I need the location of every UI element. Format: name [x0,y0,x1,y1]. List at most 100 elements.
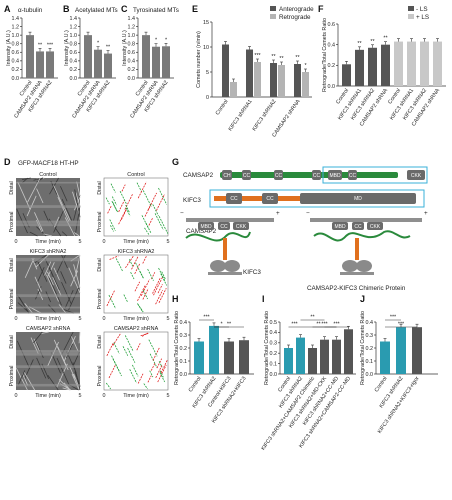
panel-letter-i: I [262,294,265,304]
retrograde-trace [125,255,134,269]
anterograde-trace [158,361,163,368]
anterograde-trace [148,339,158,357]
camsap2-small-domain [233,222,249,230]
chimeric-domain-label: CC [354,224,362,230]
bar-retrograde [230,82,237,97]
bar-retrograde [254,62,261,97]
anterograde-trace [158,267,166,281]
kifc3-small-label: KIFC3 [243,269,261,276]
bar [209,325,219,374]
significance-label: *** [321,322,328,328]
significance-label: *** [333,322,340,328]
kymograph-streak [70,270,79,287]
kymograph-streak [43,233,53,237]
kifc3-head [224,260,240,272]
microtubule-right [310,218,422,222]
time-start: 0 [103,393,106,399]
anterograde-trace [158,187,168,205]
significance-star: ** [370,39,375,45]
y-tick-label: 0.6 [328,22,336,28]
anterograde-trace [115,258,123,272]
legend-swatch-retrograde [270,14,276,19]
bar-anterograde [270,63,277,97]
bar [412,327,422,374]
kymograph-streak [23,371,35,391]
chart-b: 0.0 0.2 0.4 0.6 0.8 1.0 1.2 1.4 Intensity (A.U.)… [64,16,116,119]
y-tick-label: 0.0 [366,372,374,378]
significance-label: * [220,322,223,328]
y-tick-label: 0.3 [180,333,188,339]
microtubule-left [186,218,274,222]
y-tick-label: 10 [203,45,209,51]
domain-schematic: CAMSAP2 CH CC CC CC MBD CC CKK KIFC3 CC CC MD − … [180,166,428,292]
chimeric-head [342,260,358,272]
time-start: 0 [103,316,106,322]
anterograde-trace [149,370,154,378]
kymograph-trace-title: KIFC3 shRNA2 [118,249,155,255]
time-start: 0 [15,393,18,399]
kymograph-trace-title: Control [127,172,144,178]
kymograph-streak [63,206,71,221]
retrograde-trace [158,288,167,303]
time-axis-label: Time (min) [35,393,61,399]
kymograph-streak [61,254,68,269]
y-tick-label: 0.3 [270,341,278,347]
retrograde-trace [148,217,153,226]
legend-swatch-plus-ls [408,14,414,19]
kymograph-streak [60,186,68,202]
retrograde-trace [112,332,122,346]
kymograph-streak [69,366,76,379]
kymograph-streak [43,210,50,223]
kymograph-streak [47,262,55,277]
chimeric-head [356,260,372,272]
bar-anterograde [222,44,229,97]
camsap2-small-domain-label: CKK [236,224,247,230]
significance-label: ** [316,322,321,328]
kymograph-streak [74,232,80,237]
anterograde-trace [159,370,164,378]
kymograph-band [16,294,80,298]
bar [296,337,305,374]
y-tick-label: 0.2 [12,67,20,73]
y-tick-label: 0.2 [328,63,336,69]
retrograde-trace [142,288,149,300]
bar-retrograde [302,72,309,97]
legend-anterograde: Anterograde [279,6,314,13]
kymograph-band [16,306,80,309]
kymograph-band [16,350,80,353]
kymograph-streak [61,281,72,305]
camsap2-domain-label: CC [313,173,321,179]
kymograph-streak [57,196,70,222]
anterograde-trace [119,190,127,204]
bar [344,329,353,374]
proximal-label: Proximal [9,212,15,233]
kymograph-band [16,365,80,368]
kymograph-streak [33,177,44,181]
bar [396,327,406,374]
significance-label: *** [291,322,298,328]
anterograde-trace [147,268,154,281]
distal-label: Distal [9,258,15,271]
camsap2-domain-label: CC [275,173,283,179]
anterograde-trace [145,222,152,234]
significance-label: *** [398,322,405,328]
bar [162,46,170,78]
y-axis-label: Intensity (A.U.) [64,30,70,66]
chimeric-domain [367,222,383,230]
anterograde-trace [144,227,150,236]
anterograde-trace [105,382,111,390]
panel-letter-a: A [4,4,11,14]
kymograph-band [16,181,80,184]
kymograph-streak [58,304,67,314]
bar [26,35,34,78]
kymograph-streak [17,370,26,386]
legend-plus-ls: + LS [416,14,429,21]
kymograph-streak [48,304,57,314]
camsap2-domain [312,170,321,180]
chimeric-label: CAMSAP2-KIFC3 Chimeric Protein [307,285,406,292]
kymograph-streak [36,267,45,284]
bar [342,64,351,86]
kymograph-band [16,353,80,356]
camsap2-domain [348,170,357,180]
